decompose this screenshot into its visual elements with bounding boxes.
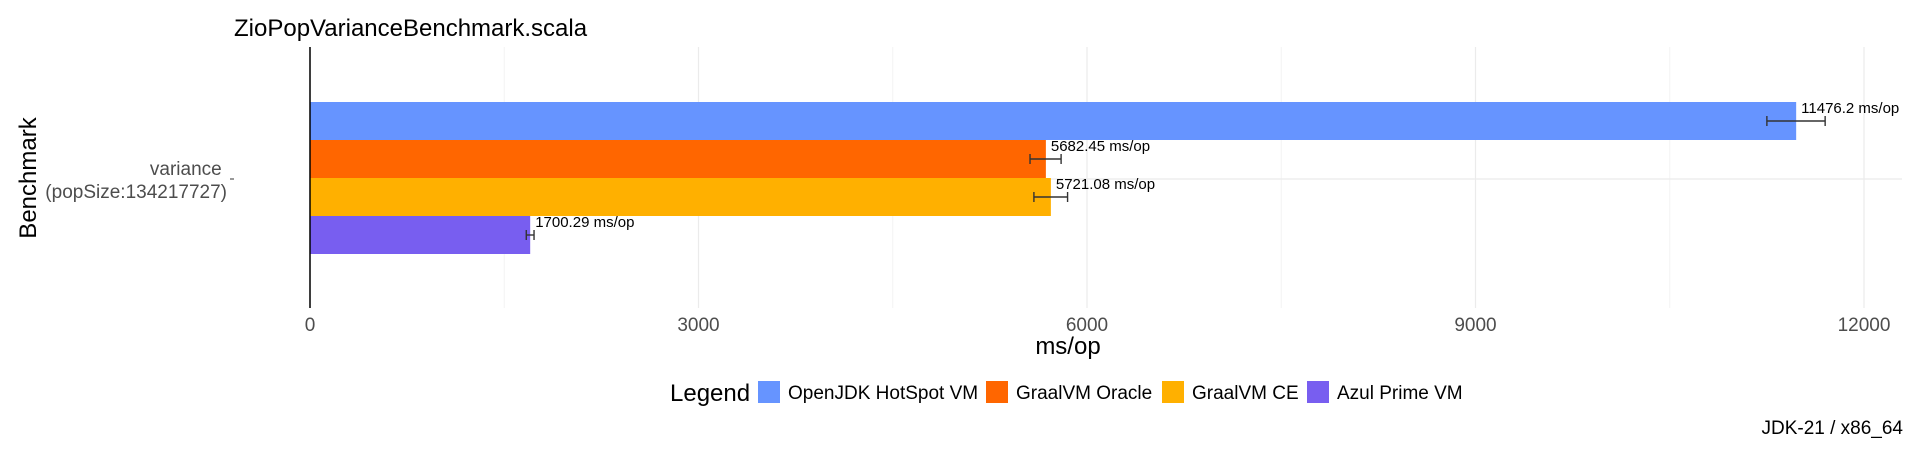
bar-graalvm-oracle — [310, 140, 1046, 178]
bar-label-graalvm-ce: 5721.08 ms/op — [1056, 176, 1155, 193]
chart-caption: JDK-21 / x86_64 — [1761, 418, 1903, 439]
bar-azul-prime-vm — [310, 216, 531, 254]
x-tick-label-1: 3000 — [677, 315, 719, 336]
legend-title: Legend — [670, 380, 750, 407]
x-tick-label-0: 0 — [305, 315, 316, 336]
bar-label-graalvm-oracle: 5682.45 ms/op — [1051, 138, 1150, 155]
category-label-line1: variance — [150, 159, 222, 180]
y-axis-title: Benchmark — [15, 116, 42, 238]
error-bar-openjdk-hotspot-vm — [1766, 116, 1826, 126]
category-label: variance (popSize:134217727) — [45, 159, 227, 203]
legend-label-graalvm-ce: GraalVM CE — [1192, 383, 1299, 404]
legend-swatch-openjdk-hotspot-vm — [758, 381, 780, 403]
bar-labels: 11476.2 ms/op 5682.45 ms/op 5721.08 ms/op 1… — [535, 100, 1899, 231]
legend-swatch-graalvm-ce — [1162, 381, 1184, 403]
legend-swatch-azul-prime-vm — [1307, 381, 1329, 403]
legend-label-openjdk-hotspot-vm: OpenJDK HotSpot VM — [788, 383, 978, 404]
bar-label-azul-prime-vm: 1700.29 ms/op — [535, 214, 634, 231]
bar-openjdk-hotspot-vm — [310, 102, 1797, 140]
category-label-line2: (popSize:134217727) — [45, 182, 227, 203]
legend-label-azul-prime-vm: Azul Prime VM — [1337, 383, 1463, 404]
error-bar-graalvm-oracle — [1029, 154, 1062, 164]
legend: Legend OpenJDK HotSpot VM GraalVM Oracle G… — [670, 380, 1463, 407]
x-tick-label-3: 9000 — [1454, 315, 1496, 336]
bar-label-openjdk-hotspot-vm: 11476.2 ms/op — [1801, 100, 1899, 117]
error-bar-graalvm-ce — [1033, 192, 1069, 202]
bars — [310, 102, 1797, 254]
error-bars — [525, 116, 1826, 240]
bar-graalvm-ce — [310, 178, 1051, 216]
chart-title: ZioPopVarianceBenchmark.scala — [234, 15, 588, 42]
x-tick-label-4: 12000 — [1838, 315, 1891, 336]
error-bar-azul-prime-vm — [525, 230, 535, 240]
x-tick-label-2: 6000 — [1066, 315, 1108, 336]
x-axis-ticks: 0 3000 6000 9000 12000 — [305, 315, 1891, 336]
legend-label-graalvm-oracle: GraalVM Oracle — [1016, 383, 1152, 404]
x-axis-title: ms/op — [1035, 333, 1100, 360]
legend-swatch-graalvm-oracle — [986, 381, 1008, 403]
